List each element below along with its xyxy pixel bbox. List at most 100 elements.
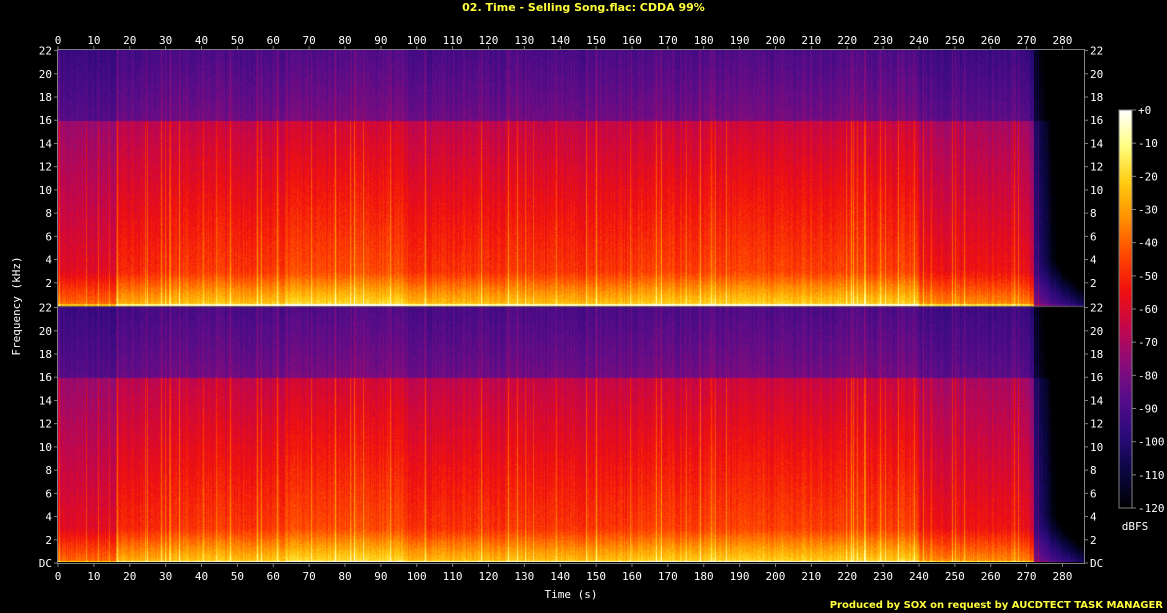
y-tick-label-right: 8 <box>1090 464 1097 477</box>
y-tick-label-left: 6 <box>45 487 52 500</box>
y-tick-label-right: 6 <box>1090 230 1097 243</box>
x-tick-label-bottom: 160 <box>622 570 642 583</box>
x-tick-label-top: 10 <box>87 34 100 47</box>
x-tick-label-bottom: 50 <box>231 570 244 583</box>
y-tick-label-right: 22 <box>1090 302 1103 315</box>
y-tick-label-left: 6 <box>45 230 52 243</box>
x-tick-label-top: 70 <box>302 34 315 47</box>
y-tick-label-left: 16 <box>39 114 52 127</box>
x-tick-label-bottom: 110 <box>443 570 463 583</box>
y-tick-label-right: 4 <box>1090 254 1097 267</box>
chart-title: 02. Time - Selling Song.flac: CDDA 99% <box>462 1 705 14</box>
x-tick-label-bottom: 90 <box>374 570 387 583</box>
y-tick-label-left: 4 <box>45 511 52 524</box>
colorbar-tick-label: -80 <box>1138 369 1158 382</box>
colorbar-tick-label: -50 <box>1138 270 1158 283</box>
x-tick-label-bottom: 100 <box>407 570 427 583</box>
y-tick-label-right: 4 <box>1090 511 1097 524</box>
x-tick-label-top: 240 <box>909 34 929 47</box>
y-tick-label-left: 8 <box>45 207 52 220</box>
y-tick-label-right: 16 <box>1090 371 1103 384</box>
x-tick-label-bottom: 230 <box>873 570 893 583</box>
y-tick-label-right: 14 <box>1090 394 1104 407</box>
colorbar-tick-label: -100 <box>1138 436 1165 449</box>
y-tick-label-left: 20 <box>39 325 52 338</box>
colorbar-tick-label: -10 <box>1138 137 1158 150</box>
x-tick-label-bottom: 220 <box>837 570 857 583</box>
x-tick-label-bottom: 270 <box>1017 570 1037 583</box>
y-tick-label-left: DC <box>39 557 52 570</box>
x-tick-label-bottom: 250 <box>945 570 965 583</box>
x-tick-label-top: 30 <box>159 34 172 47</box>
x-tick-label-bottom: 80 <box>338 570 351 583</box>
x-tick-label-top: 260 <box>981 34 1001 47</box>
colorbar-tick-label: -70 <box>1138 336 1158 349</box>
x-tick-label-top: 210 <box>801 34 821 47</box>
colorbar-gradient <box>1118 109 1133 509</box>
x-tick-label-top: 190 <box>730 34 750 47</box>
y-tick-label-right: 12 <box>1090 418 1103 431</box>
y-tick-label-left: 20 <box>39 68 52 81</box>
y-tick-label-right: 8 <box>1090 207 1097 220</box>
y-tick-label-left: 12 <box>39 161 52 174</box>
x-tick-label-bottom: 10 <box>87 570 100 583</box>
colorbar-label: dBFS <box>1122 520 1149 533</box>
y-tick-label-left: 2 <box>45 534 52 547</box>
x-tick-label-bottom: 140 <box>550 570 570 583</box>
y-tick-label-right: 2 <box>1090 534 1097 547</box>
colorbar-tick-label: -90 <box>1138 403 1158 416</box>
colorbar-tick-label: -110 <box>1138 469 1165 482</box>
y-tick-label-left: 10 <box>39 441 52 454</box>
y-tick-label-left: 8 <box>45 464 52 477</box>
x-tick-label-bottom: 20 <box>123 570 136 583</box>
x-tick-label-top: 280 <box>1053 34 1073 47</box>
x-axis-label: Time (s) <box>545 588 598 600</box>
x-tick-label-bottom: 30 <box>159 570 172 583</box>
y-tick-label-right: DC <box>1090 557 1103 570</box>
y-tick-label-left: 10 <box>39 184 52 197</box>
y-tick-label-right: 10 <box>1090 441 1103 454</box>
y-tick-label-right: 18 <box>1090 91 1103 104</box>
colorbar-tick-label: -40 <box>1138 237 1158 250</box>
x-tick-label-bottom: 0 <box>55 570 62 583</box>
x-tick-label-bottom: 70 <box>302 570 315 583</box>
colorbar-tick-label: -120 <box>1138 502 1165 515</box>
y-tick-label-left: 18 <box>39 91 52 104</box>
colorbar-tick-label: +0 <box>1138 104 1151 117</box>
x-tick-label-top: 160 <box>622 34 642 47</box>
colorbar: +0 -10 -20 -30 -40 -50 -60 -70 -80 -90 -100 -110 -12… <box>1118 104 1165 515</box>
y-tick-label-left: 2 <box>45 277 52 290</box>
axes: 0 0 10 10 20 20 30 30 40 40 50 50 60 60 70 70 80 80 90 90 10… <box>39 34 1104 583</box>
y-tick-label-left: 14 <box>39 394 53 407</box>
x-tick-label-top: 220 <box>837 34 857 47</box>
x-tick-label-top: 130 <box>514 34 534 47</box>
x-tick-label-top: 100 <box>407 34 427 47</box>
x-tick-label-bottom: 260 <box>981 570 1001 583</box>
y-tick-label-right: 14 <box>1090 137 1104 150</box>
x-tick-label-bottom: 190 <box>730 570 750 583</box>
y-tick-label-left: 12 <box>39 418 52 431</box>
x-tick-label-top: 50 <box>231 34 244 47</box>
y-tick-label-left: 18 <box>39 348 52 361</box>
y-tick-label-right: 20 <box>1090 325 1103 338</box>
colorbar-tick-label: -20 <box>1138 170 1158 183</box>
y-tick-label-right: 6 <box>1090 487 1097 500</box>
y-tick-label-left: 22 <box>39 45 52 58</box>
x-tick-label-top: 60 <box>267 34 280 47</box>
y-tick-label-right: 18 <box>1090 348 1103 361</box>
colorbar-tick-label: -60 <box>1138 303 1158 316</box>
x-tick-label-bottom: 40 <box>195 570 208 583</box>
x-tick-label-bottom: 240 <box>909 570 929 583</box>
spectrogram-chart: 0 0 10 10 20 20 30 30 40 40 50 50 60 60 70 70 80 80 90 90 10… <box>10 34 1165 600</box>
y-tick-label-right: 2 <box>1090 277 1097 290</box>
x-tick-label-top: 230 <box>873 34 893 47</box>
y-tick-label-left: 16 <box>39 371 52 384</box>
credit-text: Produced by SOX on request by AUCDTECT T… <box>829 600 1163 611</box>
x-tick-label-top: 170 <box>658 34 678 47</box>
y-tick-label-left: 4 <box>45 254 52 267</box>
x-tick-label-bottom: 210 <box>801 570 821 583</box>
x-tick-label-top: 140 <box>550 34 570 47</box>
y-tick-label-right: 12 <box>1090 161 1103 174</box>
x-tick-label-bottom: 170 <box>658 570 678 583</box>
x-tick-label-bottom: 130 <box>514 570 534 583</box>
